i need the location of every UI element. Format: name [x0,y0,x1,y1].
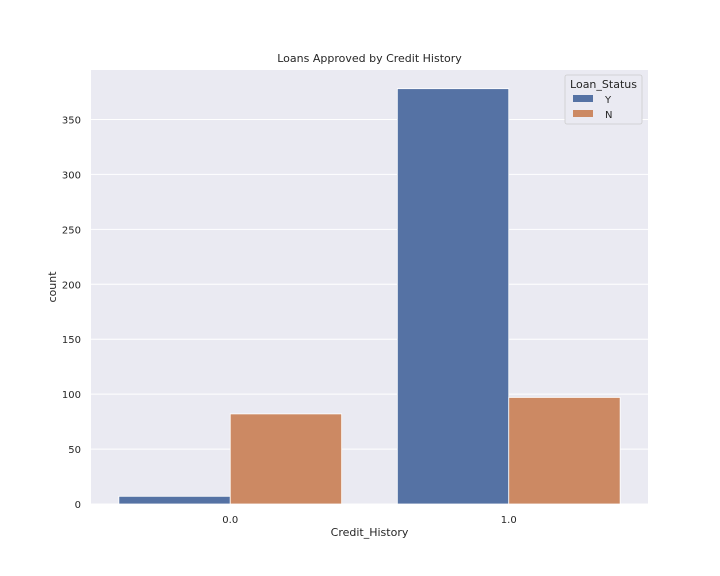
bars [118,88,621,505]
bar-N-0.0 [229,413,343,505]
legend-items: YN [573,95,612,121]
y-tick-label: 200 [62,280,81,291]
legend-swatch-Y [573,95,593,102]
y-axis-label: count [46,271,59,303]
legend-label-N: N [605,110,612,121]
y-tick-label: 150 [62,335,81,346]
legend-title: Loan_Status [570,78,637,91]
y-tick-label: 350 [62,115,81,126]
y-tick-label: 250 [62,225,81,236]
bar-N-1.0 [508,397,621,505]
y-tick-label: 100 [62,390,81,401]
x-axis-label: Credit_History [331,526,409,539]
x-tick-label: 1.0 [501,515,517,526]
bar-Y-1.0 [396,88,510,505]
legend-label-Y: Y [604,95,612,106]
y-axis-ticks: 0 50 100 150 200 250 300 350 [62,115,81,511]
legend: Loan_Status YN [564,74,643,125]
bar-Y-0.0 [118,495,231,505]
x-axis-ticks: 0.0 1.0 [222,515,516,526]
y-tick-label: 0 [75,500,81,511]
legend-swatch-N [573,110,593,117]
y-tick-label: 300 [62,170,81,181]
y-tick-label: 50 [68,445,81,456]
x-tick-label: 0.0 [222,515,238,526]
chart-title: Loans Approved by Credit History [277,52,462,65]
